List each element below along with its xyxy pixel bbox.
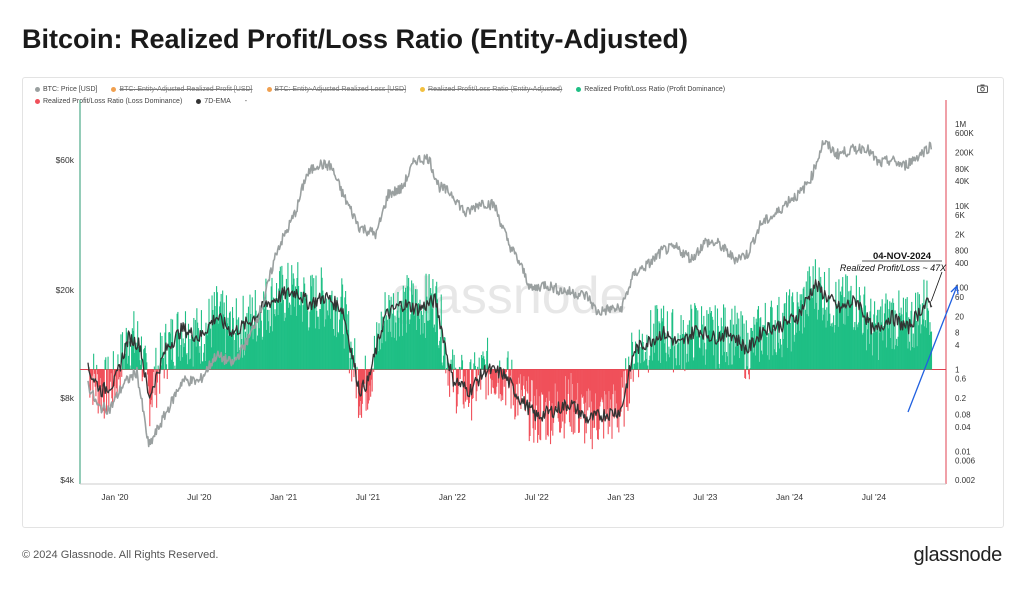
- annotation-pointer: [930, 271, 943, 302]
- legend: BTC: Price [USD] BTC: Entity-Adjusted Re…: [35, 83, 935, 107]
- x-tick-label: Jan '21: [270, 492, 297, 502]
- right-tick-label: 200K: [955, 149, 974, 158]
- right-tick-label: 80K: [955, 165, 970, 174]
- left-tick-label: $20k: [56, 285, 75, 295]
- right-tick-label: 0.01: [955, 447, 971, 456]
- legend-dot: [35, 86, 40, 92]
- right-tick-label: 6K: [955, 211, 965, 220]
- right-tick-label: 60: [955, 293, 964, 302]
- legend-label: Realized Profit/Loss Ratio (Profit Domin…: [584, 85, 726, 93]
- right-tick-label: 800: [955, 247, 969, 256]
- legend-dot: [35, 98, 40, 104]
- annotation-date: 04-NOV-2024: [873, 251, 932, 262]
- legend-item-profit-dominance[interactable]: Realized Profit/Loss Ratio (Profit Domin…: [576, 86, 725, 93]
- legend-item-ema[interactable]: 7D-EMA: [196, 97, 231, 105]
- x-axis: Jan '20 Jul '20 Jan '21 Jul '21 Jan '22 Jul '…: [80, 483, 946, 502]
- price-line: [87, 140, 933, 448]
- right-tick-label: 0.6: [955, 375, 967, 384]
- legend-row-2: Realized Profit/Loss Ratio (Loss Dominan…: [35, 95, 935, 107]
- right-tick-label: 600K: [955, 129, 974, 138]
- camera-icon[interactable]: [977, 84, 988, 96]
- x-tick-label: Jan '23: [607, 492, 634, 502]
- legend-item-pl-ratio[interactable]: Realized Profit/Loss Ratio (Entity-Adjus…: [420, 86, 562, 93]
- x-tick-label: Jul '21: [356, 492, 381, 502]
- right-tick-label: 0.04: [955, 423, 971, 432]
- right-tick-label: 1: [955, 366, 960, 375]
- right-tick-label: 20: [955, 312, 964, 321]
- right-tick-label: 1M: [955, 120, 966, 129]
- legend-item-dash[interactable]: -: [245, 98, 247, 105]
- footer-copyright: © 2024 Glassnode. All Rights Reserved.: [22, 549, 219, 561]
- legend-dot: [196, 98, 202, 104]
- legend-row-1: BTC: Price [USD] BTC: Entity-Adjusted Re…: [35, 83, 935, 95]
- x-tick-label: Jul '24: [862, 492, 887, 502]
- legend-dot: [420, 86, 426, 92]
- right-tick-label: 0.2: [955, 394, 967, 403]
- right-tick-label: 4: [955, 341, 960, 350]
- trend-arrow-line: [907, 285, 958, 413]
- legend-item-price[interactable]: BTC: Price [USD]: [35, 86, 97, 93]
- ratio-bars: [80, 259, 946, 450]
- camera-glyph: [977, 84, 988, 93]
- legend-item-realized-loss[interactable]: BTC: Entity-Adjusted Realized Loss [USD]: [266, 85, 407, 93]
- legend-label: 7D-EMA: [204, 97, 231, 105]
- x-tick-label: Jan '24: [776, 492, 803, 502]
- legend-label: BTC: Entity-Adjusted Realized Loss [USD]: [274, 85, 407, 93]
- left-tick-label: $8k: [60, 393, 74, 403]
- page-title: Bitcoin: Realized Profit/Loss Ratio (Ent…: [22, 24, 689, 54]
- legend-item-loss-dominance[interactable]: Realized Profit/Loss Ratio (Loss Dominan…: [35, 98, 182, 105]
- x-tick-label: Jul '23: [693, 492, 718, 502]
- right-tick-label: 2K: [955, 230, 965, 239]
- ema-line: [87, 279, 933, 424]
- legend-item-realized-profit[interactable]: BTC: Entity-Adjusted Realized Profit [US…: [111, 85, 253, 93]
- legend-label: BTC: Entity-Adjusted Realized Profit [US…: [119, 85, 253, 93]
- right-tick-label: 0.08: [955, 410, 971, 419]
- right-tick-label: 100: [955, 284, 969, 293]
- right-tick-label: 0.002: [955, 476, 976, 485]
- x-tick-label: Jul '22: [524, 492, 549, 502]
- left-tick-label: $4k: [60, 475, 74, 485]
- legend-label: Realized Profit/Loss Ratio (Loss Dominan…: [43, 97, 183, 105]
- legend-label: -: [244, 97, 248, 105]
- x-tick-label: Jul '20: [187, 492, 212, 502]
- right-tick-label: 0.006: [955, 456, 976, 465]
- legend-dot: [266, 86, 272, 92]
- right-tick-label: 400: [955, 259, 969, 268]
- annotation-text: Realized Profit/Loss ~ 47X: [840, 263, 947, 273]
- trend-arrow-head: [950, 285, 959, 295]
- x-tick-label: Jan '20: [101, 492, 128, 502]
- legend-label: Realized Profit/Loss Ratio (Entity-Adjus…: [428, 85, 563, 93]
- left-tick-label: $60k: [56, 155, 75, 165]
- series-lines: [87, 140, 933, 448]
- left-axis: $60k $20k $8k $4k: [56, 100, 81, 485]
- right-tick-label: 8: [955, 329, 960, 338]
- right-tick-label: 40K: [955, 177, 970, 186]
- legend-dot: [111, 86, 117, 92]
- right-tick-label: 10K: [955, 202, 970, 211]
- brand-logo[interactable]: glassnode: [913, 544, 1003, 566]
- x-tick-label: Jan '22: [439, 492, 466, 502]
- legend-label: BTC: Price [USD]: [43, 85, 98, 93]
- legend-dot: [576, 86, 582, 92]
- right-axis: 1M600K200K80K40K10K6K2K80040010060208410…: [945, 100, 976, 485]
